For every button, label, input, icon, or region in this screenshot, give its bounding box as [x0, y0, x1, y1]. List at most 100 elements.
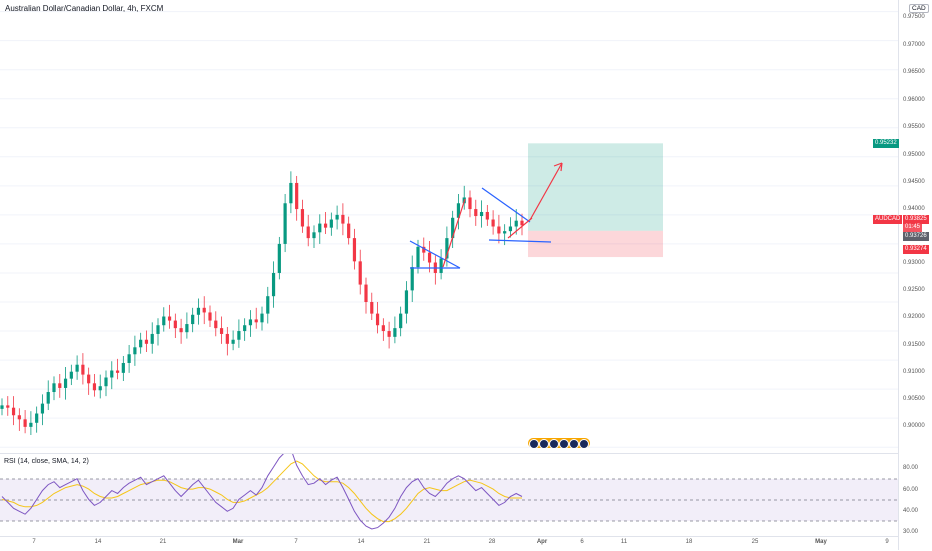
- time-tick: 28: [488, 539, 496, 545]
- candle-body: [63, 378, 68, 388]
- time-tick: 11: [620, 539, 628, 545]
- candle-body: [127, 354, 131, 363]
- candle-body: [508, 226, 513, 232]
- price-label: 0.97000: [903, 42, 925, 48]
- rsi-pane[interactable]: [0, 454, 898, 536]
- candle-body: [445, 238, 449, 259]
- impulse-arrow-line: [442, 198, 466, 268]
- candle-body: [491, 219, 495, 227]
- candle-body: [393, 328, 397, 337]
- candle-body: [352, 238, 357, 262]
- candle-body: [387, 331, 391, 337]
- candle-body: [451, 217, 455, 239]
- economic-events-icon[interactable]: [528, 438, 590, 449]
- time-tick: 9: [885, 539, 889, 545]
- wedge-upper-line: [481, 187, 531, 223]
- price-label: 0.90500: [903, 396, 925, 402]
- rsi-scale-label: 60.00: [903, 487, 919, 493]
- candle-body: [69, 371, 73, 379]
- candle-body: [416, 246, 420, 268]
- candle-body: [271, 272, 276, 297]
- candle-body: [144, 339, 149, 344]
- price-label: 0.91000: [903, 369, 925, 375]
- time-tick: 14: [94, 539, 102, 545]
- event-flag-icon[interactable]: [579, 439, 589, 449]
- candle-body: [87, 374, 91, 384]
- price-label: 0.92500: [903, 287, 925, 293]
- candle-body: [266, 296, 270, 314]
- candle-body: [300, 209, 305, 227]
- target-arrow-line: [529, 162, 563, 221]
- candle-body: [46, 392, 50, 404]
- candle-body: [375, 313, 380, 326]
- arrow-head-icon: [553, 162, 563, 172]
- time-tick: 7: [32, 539, 36, 545]
- price-label: 0.96500: [903, 69, 925, 75]
- rsi-band: [0, 479, 898, 521]
- candle-body: [121, 362, 125, 373]
- candle-body: [23, 419, 27, 427]
- candle-body: [335, 214, 339, 220]
- candle-body: [323, 223, 328, 228]
- candle-body: [306, 226, 310, 239]
- long-position-tool[interactable]: [528, 143, 663, 258]
- candle-body: [6, 405, 10, 408]
- candle-body: [427, 252, 432, 263]
- rsi-scale-label: 80.00: [903, 465, 919, 471]
- candle-body: [289, 182, 293, 204]
- candle-body: [150, 333, 154, 344]
- event-flag-icon[interactable]: [569, 439, 579, 449]
- candle-body: [468, 197, 472, 210]
- price-chart[interactable]: [0, 0, 898, 453]
- candle-body: [514, 220, 518, 227]
- candle-body: [370, 302, 374, 314]
- rsi-title: RSI (14, close, SMA, 14, 2): [4, 458, 89, 465]
- time-tick: 6: [580, 539, 584, 545]
- candle-body: [52, 383, 56, 393]
- time-tick: 18: [685, 539, 693, 545]
- candle-body: [422, 246, 426, 253]
- candle-body: [260, 313, 264, 323]
- candle-body: [485, 211, 489, 220]
- time-tick: 21: [423, 539, 431, 545]
- price-label: 0.96000: [903, 97, 925, 103]
- price-label: 0.95000: [903, 152, 925, 158]
- candle-body: [35, 413, 39, 423]
- price-label: 0.97500: [903, 14, 925, 20]
- time-tick: Mar: [232, 539, 244, 545]
- time-tick: May: [815, 539, 827, 545]
- breakout-arrow-line: [507, 217, 533, 239]
- price-grid: [0, 11, 898, 448]
- candle-body: [410, 267, 414, 291]
- stop-price-tag: 0.93274: [903, 245, 929, 254]
- time-scale[interactable]: [0, 536, 898, 551]
- candle-body: [364, 284, 368, 302]
- candle-body: [75, 364, 79, 372]
- candle-body: [17, 415, 21, 420]
- event-flag-icon[interactable]: [559, 439, 569, 449]
- current-price-tag: 0.93825: [903, 215, 929, 224]
- pane-divider[interactable]: [0, 453, 898, 454]
- candle-body: [196, 307, 201, 315]
- candle-body: [133, 347, 137, 355]
- candle-body: [329, 219, 333, 228]
- candle-body: [179, 328, 183, 333]
- event-flag-icon[interactable]: [539, 439, 549, 449]
- price-label: 0.94000: [903, 206, 925, 212]
- currency-label: CAD: [909, 4, 929, 13]
- candle-body: [497, 226, 501, 234]
- candle-body: [40, 403, 45, 414]
- pattern-drawings[interactable]: [409, 162, 563, 269]
- candle-body: [58, 383, 62, 388]
- candle-body: [231, 339, 235, 344]
- price-scale[interactable]: [898, 0, 932, 550]
- price-label: 0.92000: [903, 314, 925, 320]
- event-flag-icon[interactable]: [549, 439, 559, 449]
- event-flag-icon[interactable]: [529, 439, 539, 449]
- candle-body: [162, 316, 166, 326]
- candle-body: [347, 223, 351, 239]
- candle-body: [283, 203, 287, 244]
- candle-body: [167, 316, 172, 321]
- profit-zone: [528, 143, 663, 231]
- candle-body: [399, 313, 403, 329]
